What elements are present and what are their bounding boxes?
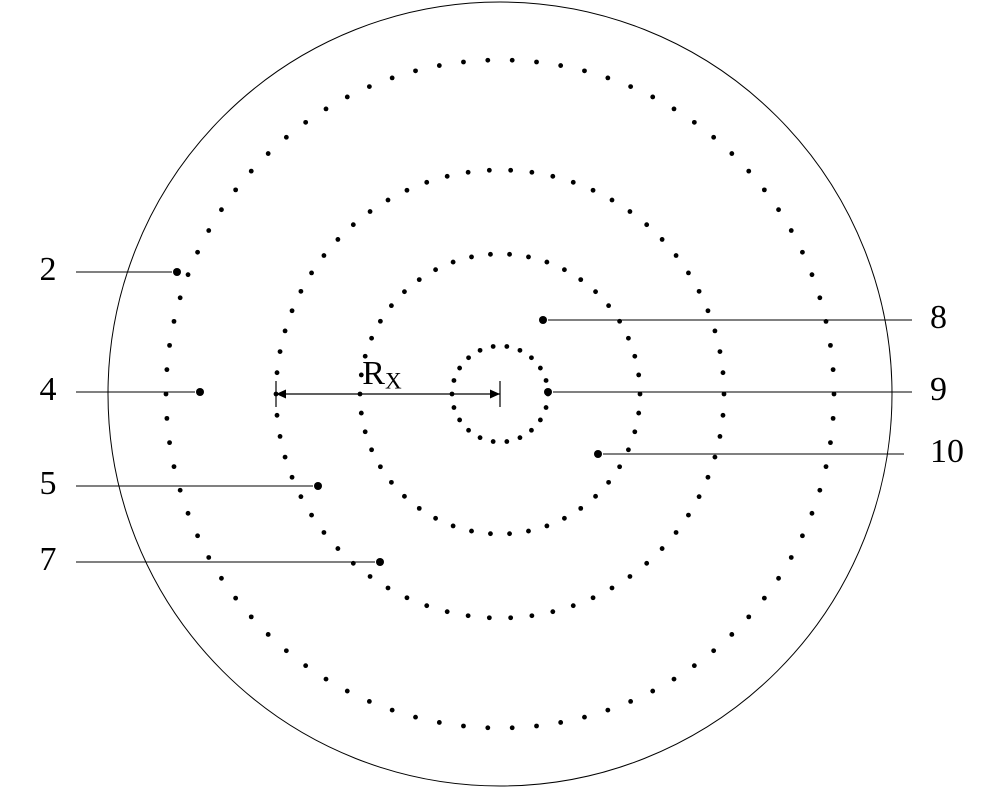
rx-label: RX <box>362 355 402 395</box>
leader-dot <box>314 482 322 490</box>
label-number: 8 <box>930 299 947 336</box>
leader-dot <box>376 558 384 566</box>
label-number: 10 <box>930 433 964 470</box>
leader-dot <box>544 388 552 396</box>
leader-dot <box>594 450 602 458</box>
label-number: 4 <box>40 371 57 408</box>
label-number: 7 <box>40 541 57 578</box>
rx-arrow-left <box>276 390 286 399</box>
label-number: 2 <box>40 251 57 288</box>
label-number: 9 <box>930 371 947 408</box>
leader-dot <box>539 316 547 324</box>
leader-dot <box>173 268 181 276</box>
leader-dot <box>196 388 204 396</box>
rx-arrow-right <box>490 390 500 399</box>
label-number: 5 <box>40 465 57 502</box>
